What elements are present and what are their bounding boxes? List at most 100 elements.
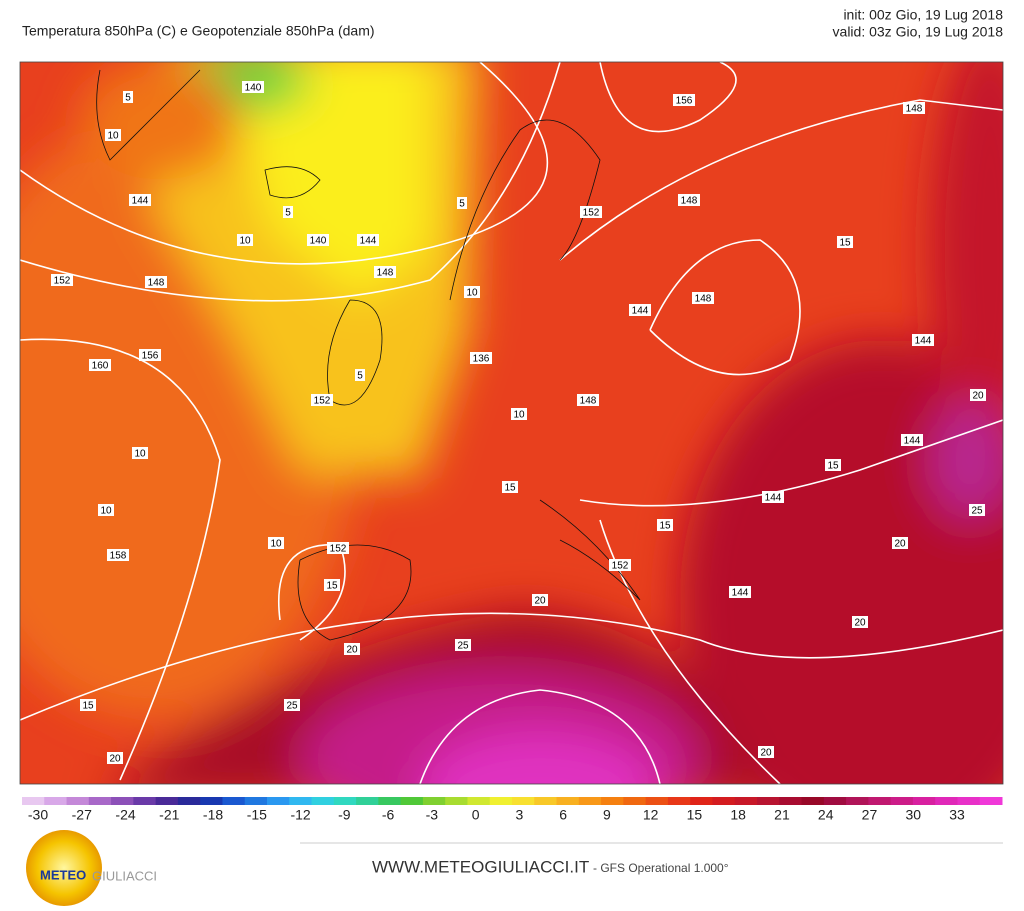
contour-label-box bbox=[511, 408, 527, 420]
contour-label: 144 bbox=[360, 236, 377, 247]
contour-label: 20 bbox=[972, 391, 984, 402]
contour-label-box bbox=[837, 236, 853, 248]
colorbar-tick-label: 21 bbox=[774, 807, 790, 823]
colorbar-tick-label: 3 bbox=[515, 807, 523, 823]
contour-label: 10 bbox=[466, 288, 478, 299]
contour-label: 152 bbox=[54, 276, 71, 287]
contour-label: 144 bbox=[732, 588, 749, 599]
contour-label-box bbox=[132, 447, 148, 459]
contour-label: 15 bbox=[659, 521, 671, 532]
contour-label: 152 bbox=[612, 561, 629, 572]
contour-label-box bbox=[729, 586, 751, 598]
colorbar-swatch bbox=[823, 797, 847, 805]
logo-giuliacci: GIULIACCI bbox=[92, 868, 157, 883]
colorbar-swatch bbox=[690, 797, 713, 805]
contour-label: 148 bbox=[681, 196, 698, 207]
contour-label-box bbox=[970, 389, 986, 401]
contour-label: 5 bbox=[285, 208, 291, 219]
contour-label-box bbox=[107, 549, 129, 561]
contour-label-box bbox=[678, 194, 700, 206]
contour-label-box bbox=[673, 94, 695, 106]
contour-label: 20 bbox=[346, 645, 358, 656]
colorbar-swatch bbox=[489, 797, 513, 805]
colorbar-swatch bbox=[177, 797, 201, 805]
contour-label-box bbox=[903, 102, 925, 114]
colorbar-tick-label: 27 bbox=[862, 807, 878, 823]
colorbar-tick-label: -3 bbox=[426, 807, 439, 823]
colorbar-swatch bbox=[912, 797, 936, 805]
colorbar-swatch bbox=[289, 797, 313, 805]
colorbar-tick-label: 24 bbox=[818, 807, 834, 823]
model-info: - GFS Operational 1.000° bbox=[593, 861, 729, 875]
contour-label: 10 bbox=[270, 539, 282, 550]
init-time: init: 00z Gio, 19 Lug 2018 bbox=[843, 7, 1003, 23]
contour-label: 152 bbox=[314, 396, 331, 407]
colorbar-swatch bbox=[356, 797, 379, 805]
contour-label-box bbox=[139, 349, 161, 361]
colorbar-swatch bbox=[22, 797, 45, 805]
contour-label: 144 bbox=[132, 196, 149, 207]
contour-label: 148 bbox=[377, 268, 394, 279]
colorbar-swatch bbox=[512, 797, 535, 805]
contour-label-box bbox=[80, 699, 96, 711]
contour-label: 10 bbox=[513, 410, 525, 421]
contour-label-box bbox=[657, 519, 673, 531]
contour-label-box bbox=[311, 394, 333, 406]
colorbar-swatch bbox=[111, 797, 134, 805]
contour-label: 144 bbox=[632, 306, 649, 317]
contour-label: 156 bbox=[142, 351, 159, 362]
colorbar-swatch bbox=[601, 797, 624, 805]
contour-label-box bbox=[268, 537, 284, 549]
colorbar-swatch bbox=[868, 797, 892, 805]
colorbar-swatch bbox=[244, 797, 268, 805]
colorbar-swatch bbox=[400, 797, 424, 805]
contour-label-box bbox=[123, 91, 133, 103]
contour-label: 15 bbox=[82, 701, 94, 712]
colorbar-tick-label: -18 bbox=[203, 807, 223, 823]
contour-label-box bbox=[825, 459, 841, 471]
colorbar-tick-label: 33 bbox=[949, 807, 965, 823]
colorbar-swatch bbox=[44, 797, 68, 805]
contour-label: 148 bbox=[695, 294, 712, 305]
colorbar-tick-label: 9 bbox=[603, 807, 611, 823]
colorbar-tick-label: 0 bbox=[472, 807, 480, 823]
contour-label-box bbox=[324, 579, 340, 591]
contour-label: 20 bbox=[534, 596, 546, 607]
contour-label-box bbox=[344, 643, 360, 655]
contour-label: 160 bbox=[92, 361, 109, 372]
logo-meteo: METEO bbox=[40, 867, 86, 882]
colorbar-tick-label: -21 bbox=[159, 807, 179, 823]
colorbar-swatch bbox=[155, 797, 179, 805]
contour-label: 10 bbox=[239, 236, 251, 247]
contour-label: 25 bbox=[971, 506, 983, 517]
colorbar-tick-label: 15 bbox=[687, 807, 703, 823]
contour-label-box bbox=[969, 504, 985, 516]
contour-label-box bbox=[105, 129, 121, 141]
colorbar-tick-label: -15 bbox=[247, 807, 267, 823]
colorbar-swatch bbox=[534, 797, 558, 805]
colorbar-swatch bbox=[957, 797, 981, 805]
valid-time: valid: 03z Gio, 19 Lug 2018 bbox=[833, 24, 1004, 40]
contour-label-box bbox=[629, 304, 651, 316]
colorbar-tick-label: 30 bbox=[905, 807, 921, 823]
colorbar-swatch bbox=[378, 797, 402, 805]
contour-label: 15 bbox=[504, 483, 516, 494]
colorbar-swatch bbox=[88, 797, 112, 805]
contour-label: 15 bbox=[326, 581, 338, 592]
colorbar-swatch bbox=[801, 797, 825, 805]
colorbar-swatch bbox=[267, 797, 290, 805]
contour-label-box bbox=[892, 537, 908, 549]
contour-label: 10 bbox=[100, 506, 112, 517]
contour-label: 136 bbox=[473, 354, 490, 365]
contour-label: 20 bbox=[854, 618, 866, 629]
contour-label-box bbox=[374, 266, 396, 278]
title: Temperatura 850hPa (C) e Geopotenziale 8… bbox=[22, 23, 375, 39]
contour-label-box bbox=[98, 504, 114, 516]
colorbar-swatch bbox=[734, 797, 758, 805]
contour-label-box bbox=[455, 639, 471, 651]
colorbar-swatch bbox=[890, 797, 914, 805]
contour-label: 148 bbox=[906, 104, 923, 115]
colorbar-swatch bbox=[133, 797, 157, 805]
